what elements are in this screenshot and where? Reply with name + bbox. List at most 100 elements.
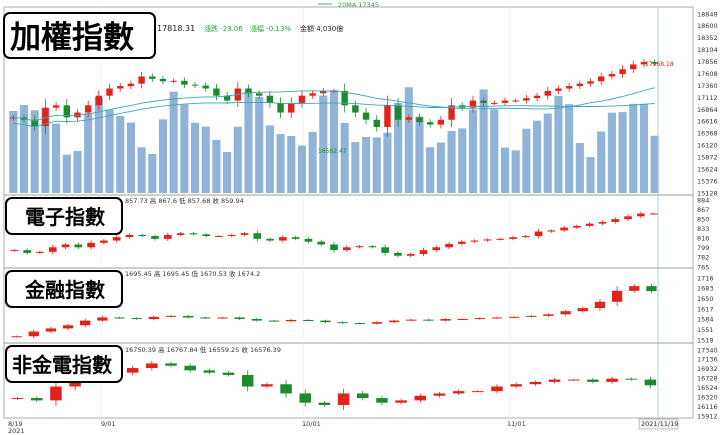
x-label-1: 9/01: [101, 420, 116, 428]
candle-body: [11, 398, 24, 400]
volume-bar: [586, 157, 595, 193]
y-tick-label: 1518: [697, 336, 714, 344]
taiex-change: 漲跌 -23.06: [204, 24, 243, 33]
volume-bar: [212, 139, 221, 193]
candle-body: [381, 247, 389, 253]
candle-body: [36, 251, 44, 253]
candle-body: [611, 219, 620, 222]
candle-body: [227, 234, 236, 237]
y-tick-label: 15376: [697, 177, 718, 185]
volume-bar: [543, 113, 552, 193]
candle-body: [594, 301, 606, 309]
candle-body: [416, 117, 423, 123]
volume-bar: [329, 90, 339, 193]
candle-body: [80, 320, 91, 326]
candle-body: [576, 83, 584, 87]
y-tick-label: 17856: [697, 58, 718, 66]
y-tick-label: 17136: [697, 356, 718, 364]
legend-ma-label: 20MA 17345: [338, 1, 379, 9]
volume-bar: [436, 142, 445, 193]
candle-body: [405, 117, 413, 120]
volume-bar: [362, 136, 371, 193]
candle-body: [291, 237, 300, 239]
candle-body: [619, 69, 626, 75]
candle-body: [472, 391, 484, 393]
candle-body: [523, 98, 530, 101]
ma-line-lower: [13, 102, 655, 128]
y-axis-ticks: 18848 18600 18352 18104 17856 17608 17360 17112…: [697, 10, 718, 420]
volume-bar: [565, 104, 574, 193]
candle-body: [317, 241, 326, 245]
candle-body: [285, 319, 297, 322]
y-tick-label: 16616: [697, 118, 718, 126]
y-tick-label: 1683: [697, 285, 714, 293]
candle-body: [469, 100, 477, 108]
volume-bar: [533, 120, 542, 193]
candle-body: [606, 378, 618, 382]
candle-body: [261, 384, 273, 387]
y-tick-label: 16116: [697, 403, 718, 411]
volume-bar: [73, 150, 82, 193]
candle-body: [74, 244, 83, 248]
volume-bar: [383, 132, 392, 193]
y-tick-label: 16320: [697, 393, 718, 401]
candle-body: [512, 100, 519, 102]
volume-bar: [233, 126, 242, 193]
candle-body: [501, 100, 509, 103]
volume-bar: [41, 107, 50, 193]
candle-body: [470, 240, 479, 242]
y-tick-label: 1617: [697, 305, 714, 313]
candle-body: [414, 395, 427, 401]
title-electronics-text: 電子指數: [25, 205, 105, 229]
volume-bar: [116, 115, 125, 193]
candle-body: [202, 234, 210, 237]
candle-body: [202, 85, 209, 89]
candle-body: [555, 88, 562, 91]
volume-bar: [169, 91, 178, 193]
candle-body: [223, 95, 231, 101]
candle-body: [23, 250, 32, 253]
volume-bar: [479, 89, 488, 193]
candle-body: [629, 286, 640, 291]
candle-body: [148, 316, 159, 320]
volume-bar: [351, 142, 360, 193]
volume-bar: [52, 123, 61, 193]
candle-body: [189, 233, 198, 235]
candle-body: [649, 213, 658, 215]
candle-body: [266, 95, 274, 103]
y-tick-label: 884: [697, 196, 709, 204]
candle-body: [510, 384, 522, 387]
volume-bar: [426, 147, 435, 193]
ma-line-upper: [13, 87, 655, 122]
title-finance: 金融指數: [5, 270, 123, 308]
y-tick-label: 17608: [697, 70, 718, 78]
candle-body: [288, 102, 295, 113]
volume-bar: [137, 147, 146, 193]
candle-body: [309, 93, 316, 96]
candle-body: [213, 88, 220, 96]
candle-body: [651, 62, 658, 64]
candle-body: [394, 105, 402, 120]
volume-bar: [468, 109, 478, 193]
candle-body: [61, 244, 70, 248]
candle-body: [585, 223, 594, 226]
candle-body: [52, 105, 60, 108]
y-tick-label: 765: [697, 263, 709, 271]
candle-body: [419, 250, 428, 255]
volume-bar: [447, 130, 456, 193]
volume-bar: [30, 110, 39, 193]
y-tick-label: 850: [697, 215, 709, 223]
candle-body: [432, 247, 441, 251]
volume-bar: [223, 151, 232, 193]
volume-bar: [62, 154, 71, 193]
candle-body: [253, 233, 262, 239]
candle-body: [491, 102, 498, 104]
volume-bar: [618, 112, 627, 193]
legend: 20MA 17345: [318, 1, 379, 9]
volume-bar: [650, 135, 659, 193]
candle-body: [240, 233, 249, 235]
candle-body: [97, 317, 108, 321]
candle-body: [371, 322, 383, 324]
title-taiex: 加權指數: [3, 12, 156, 59]
